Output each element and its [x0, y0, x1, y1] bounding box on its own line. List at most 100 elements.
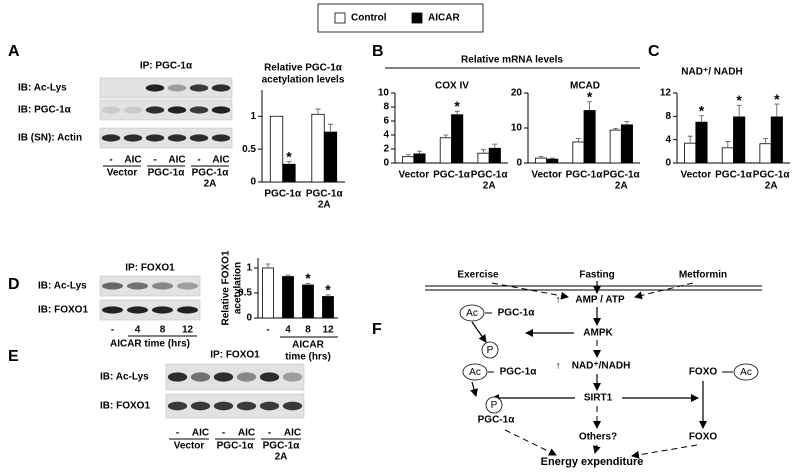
diagram-node: Energy expenditure — [541, 456, 644, 468]
diagram-node: NAD⁺/NADH — [572, 361, 631, 372]
bar — [488, 147, 501, 164]
modification-label: Ac — [469, 367, 481, 378]
blot-row-label: IB (SN): Actin — [18, 133, 82, 144]
panel-label: D — [8, 276, 20, 293]
lane-label: - — [111, 325, 114, 336]
error-bar — [538, 155, 544, 159]
group-label: PGC-1α — [217, 441, 255, 452]
modification-circle — [459, 304, 485, 322]
x-tick-label: 12 — [322, 325, 334, 336]
bar — [583, 110, 596, 164]
y-tick-label: 0 — [516, 158, 522, 169]
arrow — [631, 444, 698, 459]
lane-label: 12 — [182, 325, 194, 336]
y-tick-label: 0.5 — [242, 144, 256, 155]
y-tick-label: 10 — [378, 88, 390, 99]
blot-band — [102, 306, 123, 314]
chart-title: Relative PGC-1α — [264, 63, 343, 74]
modification-label: Ac — [740, 367, 752, 378]
diagram-node: AMPK — [583, 328, 613, 339]
x-tick-label: PGC-1α — [306, 189, 344, 200]
bar — [302, 284, 314, 319]
group-header: Relative mRNA levels — [461, 55, 563, 66]
blot-band — [152, 282, 173, 290]
x-tick-label: Vector — [531, 170, 562, 181]
group-label: PGC-1α — [148, 168, 186, 179]
bar — [439, 137, 452, 164]
chart-title: Relative FOXO1 — [221, 250, 232, 325]
blot-panel — [165, 363, 305, 391]
bar — [413, 153, 426, 164]
blot-panel — [165, 393, 305, 419]
lane-label: AIC — [124, 155, 141, 166]
blot-band — [123, 106, 143, 114]
bar — [546, 158, 559, 164]
x-tick-label: PGC-1α — [264, 189, 302, 200]
modification-circle — [485, 396, 503, 414]
diagram-node: ↑ — [556, 361, 561, 372]
chart-title: acetylation levels — [262, 75, 345, 86]
error-bar — [549, 157, 555, 160]
panel-label: B — [372, 43, 384, 60]
blot-band — [190, 401, 211, 411]
legend-label: Control — [351, 13, 387, 24]
error-bar — [613, 127, 619, 131]
error-bar — [416, 150, 422, 154]
bar — [282, 163, 296, 183]
group-label: Vector — [174, 441, 205, 452]
ip-label: IP: PGC-1α — [140, 61, 193, 72]
bar — [269, 115, 284, 183]
blot-band — [145, 84, 165, 92]
error-bar — [265, 263, 271, 268]
blot-band — [211, 106, 231, 114]
y-tick-label: 8 — [383, 102, 389, 113]
error-bar — [624, 120, 630, 125]
y-tick-label: 12 — [660, 88, 672, 99]
error-bar — [725, 141, 731, 148]
significance-mark: * — [736, 92, 742, 108]
blot-panel — [99, 275, 201, 297]
group-label: PGC-1α — [192, 168, 230, 179]
diagram-node: PGC-1α — [498, 308, 536, 319]
error-bar — [587, 101, 593, 111]
arrow — [592, 444, 601, 454]
modification-circle — [733, 363, 759, 381]
bar — [695, 121, 708, 164]
x-tick-label: 8 — [305, 325, 311, 336]
y-tick-label: 0 — [383, 158, 389, 169]
significance-mark: * — [305, 270, 311, 286]
y-tick-label: 10 — [511, 123, 523, 134]
panel-label: E — [8, 348, 19, 365]
lane-label: AIC — [238, 428, 255, 439]
blot-band — [127, 306, 148, 314]
blot-row-label: IB: FOXO1 — [100, 401, 150, 412]
lane-label: - — [176, 428, 179, 439]
error-bar — [405, 154, 411, 157]
modification-label: P — [491, 400, 498, 411]
bar — [311, 113, 325, 183]
y-tick-label: 4 — [383, 130, 389, 141]
diagram-node: Fasting — [579, 270, 615, 281]
y-tick-label: 6 — [383, 116, 389, 127]
blot-band — [152, 306, 173, 314]
blot-band — [167, 84, 187, 92]
y-tick-label: 8 — [665, 111, 671, 122]
bar — [282, 276, 294, 319]
error-bar — [687, 135, 693, 144]
blot-row-label: IB: Ac-Lys — [18, 83, 67, 94]
legend-swatch — [334, 12, 346, 24]
blot-panel — [99, 77, 233, 99]
bar — [759, 143, 772, 164]
lane-label: - — [197, 155, 200, 166]
lane-label: AIC — [168, 155, 185, 166]
blot-panel — [99, 99, 233, 121]
bar — [262, 267, 274, 319]
error-bar — [575, 138, 581, 142]
arrow — [504, 429, 557, 456]
x-tick-label: 2A — [318, 200, 331, 211]
diagram-arrows — [425, 281, 762, 459]
blot-band — [211, 84, 231, 92]
y-tick-label: 4 — [665, 134, 671, 145]
x-tick-label: 2A — [483, 181, 496, 192]
